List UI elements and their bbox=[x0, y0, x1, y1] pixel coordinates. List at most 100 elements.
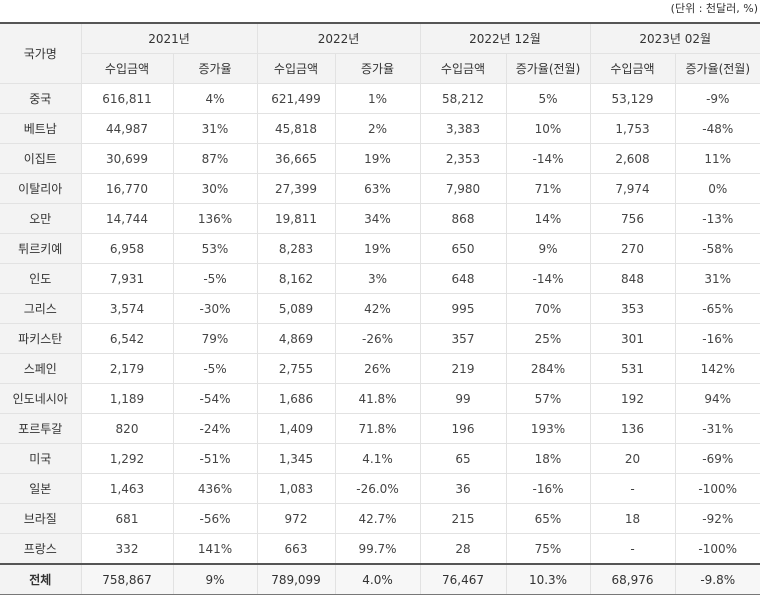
table-cell: 25% bbox=[505, 323, 591, 354]
table-cell: 848 bbox=[589, 263, 676, 294]
table-cell: 45,818 bbox=[256, 113, 336, 144]
table-cell: 65% bbox=[505, 503, 591, 534]
subheader-import-amount: 수입금액 bbox=[589, 53, 676, 84]
country-name: 스페인 bbox=[0, 353, 82, 384]
table-cell: 87% bbox=[172, 143, 258, 174]
table-cell: 531 bbox=[589, 353, 676, 384]
table-cell: 756 bbox=[589, 203, 676, 234]
table-cell: 44,987 bbox=[80, 113, 174, 144]
table-cell: -5% bbox=[172, 263, 258, 294]
table-cell: 65 bbox=[419, 443, 507, 474]
table-cell: 34% bbox=[334, 203, 421, 234]
total-cell: 10.3% bbox=[505, 563, 591, 595]
table-cell: -26.0% bbox=[334, 473, 421, 504]
table-cell: 8,283 bbox=[256, 233, 336, 264]
table-cell: 31% bbox=[674, 263, 760, 294]
table-cell: -100% bbox=[674, 533, 760, 565]
table-cell: 30% bbox=[172, 173, 258, 204]
table-cell: 868 bbox=[419, 203, 507, 234]
table-cell: 820 bbox=[80, 413, 174, 444]
subheader-growth-rate-mom: 증가율(전월) bbox=[505, 53, 591, 84]
table-cell: -48% bbox=[674, 113, 760, 144]
table-cell: 681 bbox=[80, 503, 174, 534]
table-cell: 20 bbox=[589, 443, 676, 474]
table-cell: 193% bbox=[505, 413, 591, 444]
table-cell: 4,869 bbox=[256, 323, 336, 354]
table-cell: -65% bbox=[674, 293, 760, 324]
table-cell: 63% bbox=[334, 173, 421, 204]
table-row: 이집트 30,699 87% 36,665 19% 2,353 -14% 2,608 11% bbox=[0, 143, 760, 174]
header-period-2022: 2022년 bbox=[256, 22, 421, 54]
table-cell: 31% bbox=[172, 113, 258, 144]
country-name: 파키스탄 bbox=[0, 323, 82, 354]
header-period-2022-12: 2022년 12월 bbox=[419, 22, 591, 54]
table-cell: 5% bbox=[505, 83, 591, 114]
table-cell: 7,980 bbox=[419, 173, 507, 204]
table-header: 국가명 2021년 2022년 2022년 12월 2023년 02월 수입금액… bbox=[0, 22, 760, 84]
table-cell: 284% bbox=[505, 353, 591, 384]
table-cell: 436% bbox=[172, 473, 258, 504]
table-cell: 3% bbox=[334, 263, 421, 294]
subheader-import-amount: 수입금액 bbox=[419, 53, 507, 84]
table-cell: -54% bbox=[172, 383, 258, 414]
subheader-growth-rate: 증가율 bbox=[334, 53, 421, 84]
table-cell: 9% bbox=[505, 233, 591, 264]
table-cell: 2,179 bbox=[80, 353, 174, 384]
table-cell: 10% bbox=[505, 113, 591, 144]
table-row: 중국 616,811 4% 621,499 1% 58,212 5% 53,129 -9% bbox=[0, 83, 760, 114]
table-cell: 648 bbox=[419, 263, 507, 294]
table-cell: 219 bbox=[419, 353, 507, 384]
country-name: 중국 bbox=[0, 83, 82, 114]
table-cell: -69% bbox=[674, 443, 760, 474]
table-row: 그리스 3,574 -30% 5,089 42% 995 70% 353 -65% bbox=[0, 293, 760, 324]
table-cell: 57% bbox=[505, 383, 591, 414]
table-cell: 616,811 bbox=[80, 83, 174, 114]
header-country: 국가명 bbox=[0, 22, 82, 84]
table-cell: 353 bbox=[589, 293, 676, 324]
table-cell: 53% bbox=[172, 233, 258, 264]
total-cell: 758,867 bbox=[80, 563, 174, 595]
country-name: 이탈리아 bbox=[0, 173, 82, 204]
table-row: 파키스탄 6,542 79% 4,869 -26% 357 25% 301 -16% bbox=[0, 323, 760, 354]
table-cell: 650 bbox=[419, 233, 507, 264]
table-cell: 18% bbox=[505, 443, 591, 474]
table-cell: -16% bbox=[505, 473, 591, 504]
table-cell: 19% bbox=[334, 143, 421, 174]
table-cell: -16% bbox=[674, 323, 760, 354]
table-cell: 36 bbox=[419, 473, 507, 504]
table-cell: 332 bbox=[80, 533, 174, 565]
table-cell: 136% bbox=[172, 203, 258, 234]
table-cell: 30,699 bbox=[80, 143, 174, 174]
table-cell: 301 bbox=[589, 323, 676, 354]
table-cell: 94% bbox=[674, 383, 760, 414]
table-cell: -56% bbox=[172, 503, 258, 534]
table-cell: 71.8% bbox=[334, 413, 421, 444]
subheader-import-amount: 수입금액 bbox=[256, 53, 336, 84]
table-cell: 6,958 bbox=[80, 233, 174, 264]
table-cell: 75% bbox=[505, 533, 591, 565]
table-footer: 전체 758,867 9% 789,099 4.0% 76,467 10.3% … bbox=[0, 563, 760, 595]
import-table: 국가명 2021년 2022년 2022년 12월 2023년 02월 수입금액… bbox=[0, 22, 760, 595]
header-period-2021: 2021년 bbox=[80, 22, 258, 54]
table-cell: -30% bbox=[172, 293, 258, 324]
table-cell: -13% bbox=[674, 203, 760, 234]
table-cell: 141% bbox=[172, 533, 258, 565]
table-cell: 995 bbox=[419, 293, 507, 324]
table-cell: 1,409 bbox=[256, 413, 336, 444]
country-name: 그리스 bbox=[0, 293, 82, 324]
table-cell: 53,129 bbox=[589, 83, 676, 114]
total-label: 전체 bbox=[0, 563, 82, 595]
table-cell: 1% bbox=[334, 83, 421, 114]
total-cell: 789,099 bbox=[256, 563, 336, 595]
table-cell: 19% bbox=[334, 233, 421, 264]
table-cell: 36,665 bbox=[256, 143, 336, 174]
table-row: 일본 1,463 436% 1,083 -26.0% 36 -16% - -100% bbox=[0, 473, 760, 504]
table-cell: 5,089 bbox=[256, 293, 336, 324]
table-cell: 270 bbox=[589, 233, 676, 264]
table-cell: 14,744 bbox=[80, 203, 174, 234]
table-cell: 1,345 bbox=[256, 443, 336, 474]
table-cell: 71% bbox=[505, 173, 591, 204]
table-row: 포르투갈 820 -24% 1,409 71.8% 196 193% 136 -31% bbox=[0, 413, 760, 444]
table-cell: -92% bbox=[674, 503, 760, 534]
subheader-growth-rate: 증가율 bbox=[172, 53, 258, 84]
